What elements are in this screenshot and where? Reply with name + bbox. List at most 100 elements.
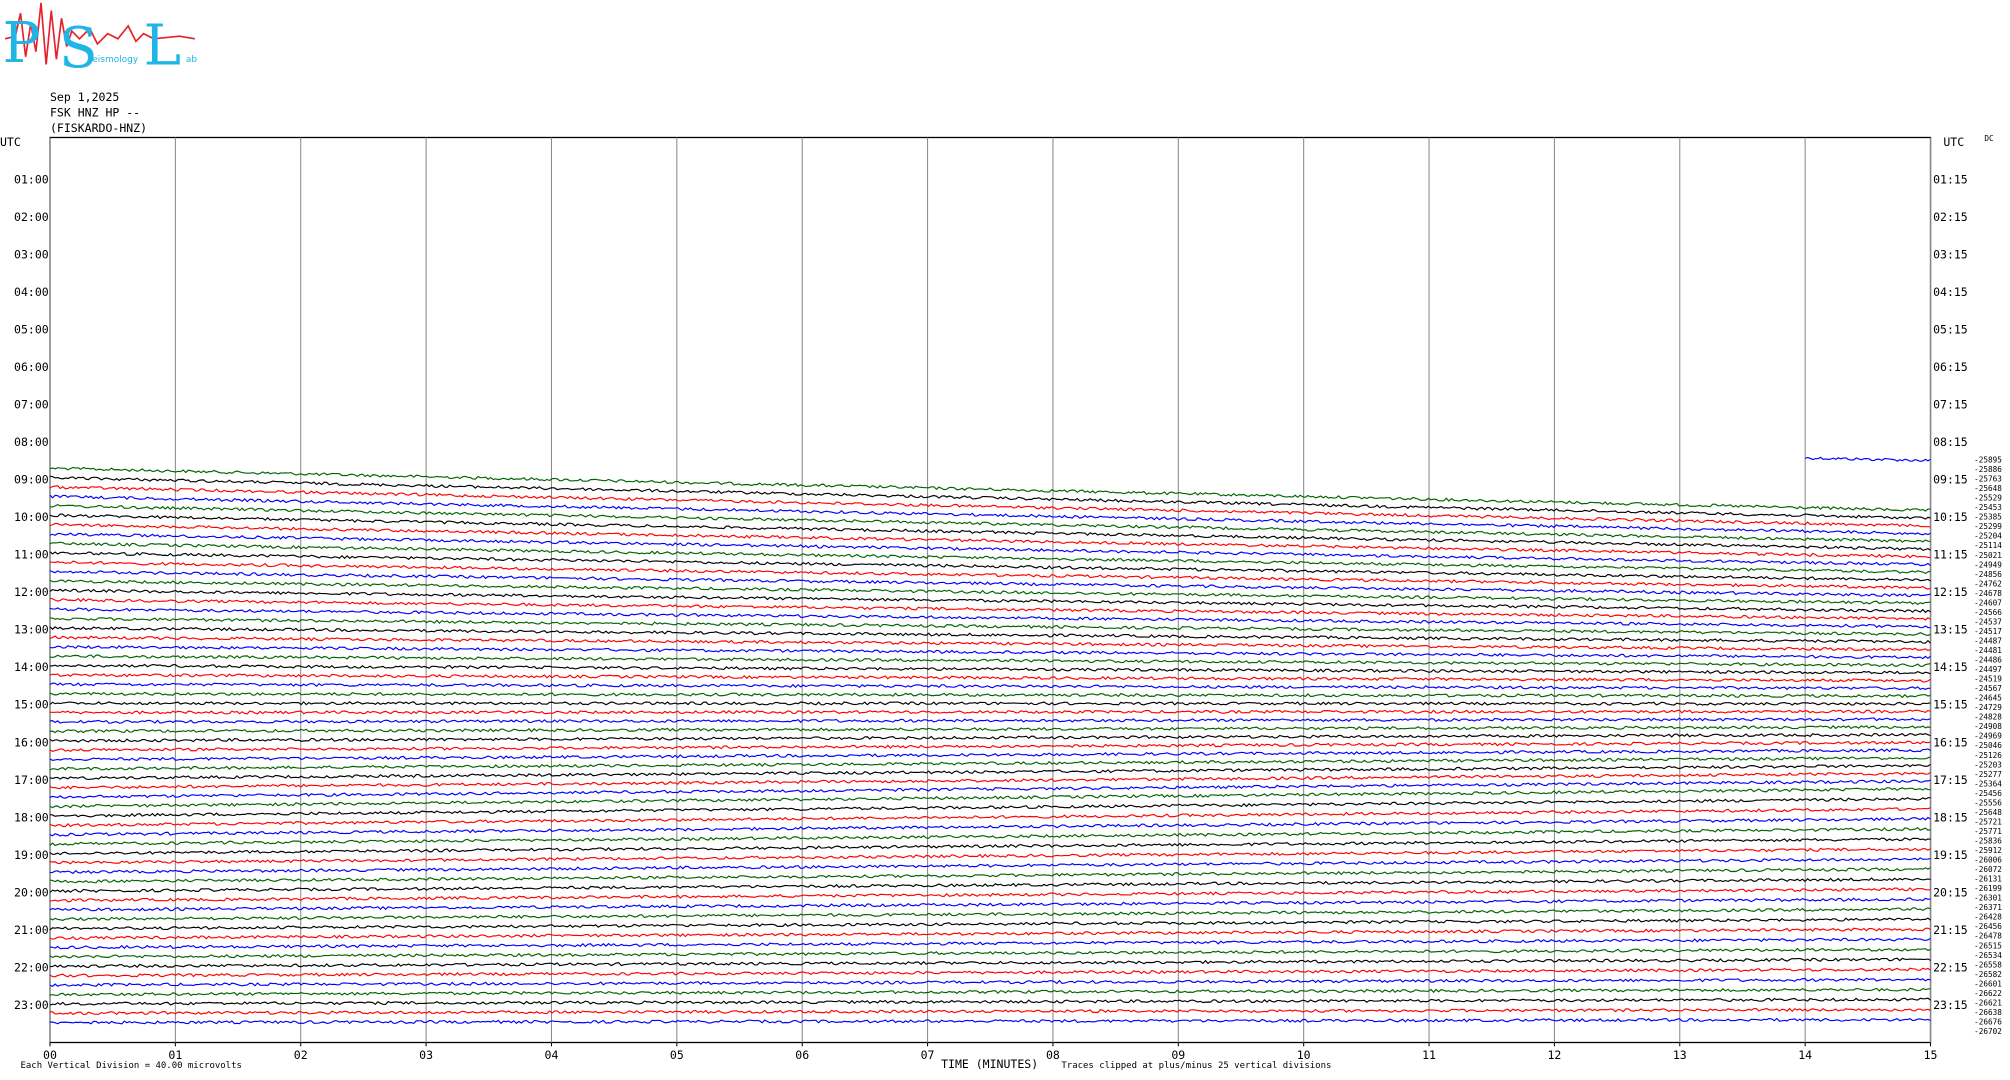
trace [49, 551, 1931, 582]
trace [49, 867, 1931, 884]
left-hour-label: 12:00 [14, 585, 49, 599]
trace [49, 725, 1931, 734]
trace [49, 887, 1931, 903]
dc-offset-label: -25836 [1974, 837, 2002, 846]
dc-offset-label: -25021 [1974, 551, 2002, 560]
trace [49, 732, 1931, 743]
trace [49, 570, 1931, 598]
dc-offset-label: -24645 [1974, 694, 2002, 703]
dc-offset-label: -26428 [1974, 913, 2002, 922]
left-hour-label: 15:00 [14, 698, 49, 712]
trace [49, 701, 1931, 706]
trace [49, 485, 1931, 528]
right-hour-label: 10:15 [1933, 510, 1968, 524]
dc-offset-label: -25912 [1974, 846, 2002, 855]
dc-offset-label: -24856 [1974, 570, 2002, 579]
right-hour-label: 17:15 [1933, 773, 1968, 787]
left-hour-label: 13:00 [14, 623, 49, 637]
trace [49, 947, 1931, 959]
logo-wave [4, 2, 195, 65]
right-hour-label: 09:15 [1933, 473, 1968, 487]
dc-offset-label: -26558 [1974, 960, 2002, 969]
trace [49, 977, 1931, 988]
dc-offset-label: -25203 [1974, 760, 2002, 769]
trace [49, 475, 1931, 520]
right-hour-label: 18:15 [1933, 810, 1968, 824]
trace [49, 513, 1931, 551]
left-hour-label: 23:00 [14, 998, 49, 1012]
dc-offset-label: -24678 [1974, 589, 2002, 598]
trace [49, 494, 1931, 536]
dc-offset-label: -25648 [1974, 484, 2002, 493]
trace [49, 717, 1931, 724]
x-tick-label: 05 [670, 1048, 684, 1062]
left-hour-label: 09:00 [14, 473, 49, 487]
left-hour-label: 22:00 [14, 960, 49, 974]
left-hour-label: 07:00 [14, 397, 49, 411]
trace [49, 541, 1931, 575]
right-hour-label: 11:15 [1933, 548, 1968, 562]
dc-offset-label: -24497 [1974, 665, 2002, 674]
right-hour-label: 23:15 [1933, 998, 1968, 1012]
x-tick-label: 07 [921, 1048, 935, 1062]
dc-offset-label: -25385 [1974, 513, 2002, 522]
trace [49, 503, 1931, 543]
dc-offset-label: -25299 [1974, 522, 2002, 531]
trace [49, 663, 1931, 675]
x-tick-label: 04 [545, 1048, 559, 1062]
logo-text: ab [186, 55, 197, 65]
dc-offset-label: -26131 [1974, 875, 2002, 884]
scale-note: Each Vertical Division = 40.00 microvolt… [21, 1061, 242, 1071]
x-tick-label: 15 [1924, 1048, 1938, 1062]
dc-offset-label: -24828 [1974, 713, 2002, 722]
left-hour-label: 04:00 [14, 285, 49, 299]
left-hour-label: 01:00 [14, 172, 49, 186]
trace [49, 691, 1931, 699]
dc-offset-label: -24908 [1974, 722, 2002, 731]
dc-offset-label: -26515 [1974, 941, 2002, 950]
dc-offset-label: -25364 [1974, 779, 2002, 788]
dc-offset-label: -26301 [1974, 894, 2002, 903]
trace [49, 847, 1931, 865]
dc-offset-label: -25763 [1974, 475, 2002, 484]
dc-offset-label: -24537 [1974, 617, 2002, 626]
dc-offset-label: -24487 [1974, 636, 2002, 645]
trace [49, 522, 1931, 559]
x-axis-title: TIME (MINUTES) [941, 1057, 1038, 1071]
dc-offset-label: -26478 [1974, 932, 2002, 941]
trace [49, 644, 1931, 660]
trace [49, 588, 1931, 614]
left-hour-label: 02:00 [14, 210, 49, 224]
trace [49, 682, 1931, 691]
right-hour-label: 03:15 [1933, 247, 1968, 261]
dc-offset-label: -25046 [1974, 741, 2002, 750]
trace [49, 1017, 1931, 1025]
dc-offset-label: -25886 [1974, 465, 2002, 474]
trace [49, 532, 1931, 567]
dc-offset-label: -26638 [1974, 1008, 2002, 1017]
dc-offset-label: -25895 [1974, 456, 2002, 465]
right-hour-label: 01:15 [1933, 172, 1968, 186]
right-hour-label: 19:15 [1933, 848, 1968, 862]
dc-offset-label: -26456 [1974, 922, 2002, 931]
dc-offset-label: -25771 [1974, 827, 2002, 836]
trace [49, 987, 1931, 997]
left-hour-label: 19:00 [14, 848, 49, 862]
trace [49, 756, 1931, 771]
right-hour-label: 02:15 [1933, 210, 1968, 224]
dc-offset-label: -26534 [1974, 951, 2002, 960]
dc-offset-label: -26601 [1974, 979, 2002, 988]
station: FSK HNZ HP -- [50, 106, 140, 120]
left-hour-label: 21:00 [14, 923, 49, 937]
logo-letter: S [59, 16, 98, 81]
plot-frame [49, 136, 1932, 1044]
trace [49, 763, 1931, 781]
x-tick-label: 02 [294, 1048, 308, 1062]
x-tick-label: 06 [795, 1048, 809, 1062]
logo-letter: L [144, 13, 181, 78]
dc-offset-label: -24481 [1974, 646, 2002, 655]
trace [49, 635, 1931, 652]
dc-offset-label: -25277 [1974, 770, 2002, 779]
logo-letter: P [3, 11, 41, 76]
